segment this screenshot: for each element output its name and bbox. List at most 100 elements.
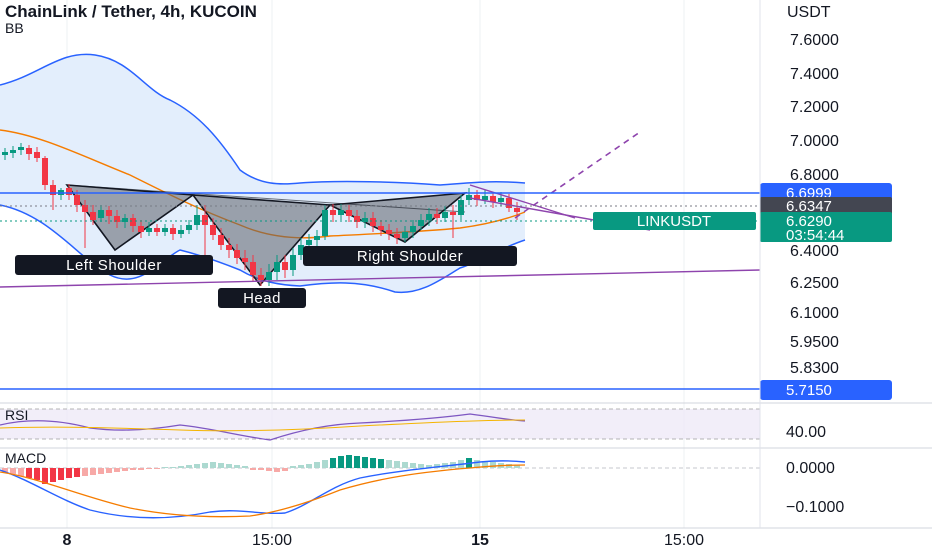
- price-tick: 6.2500: [790, 275, 839, 292]
- candle-body: [450, 212, 456, 215]
- support-price-tag: 5.7150: [760, 380, 892, 400]
- price-tick: 6.4000: [790, 243, 839, 260]
- candle-body: [378, 226, 384, 230]
- macd-histogram-bar: [122, 468, 128, 471]
- symbol-tag: LINKUSDT: [593, 212, 756, 230]
- macd-histogram-bar: [290, 466, 296, 468]
- candle-body: [26, 148, 32, 154]
- candle-body: [506, 198, 512, 208]
- macd-histogram-bar: [2, 468, 8, 472]
- candle-body: [2, 152, 8, 155]
- candle-body: [130, 218, 136, 226]
- macd-histogram-bar: [178, 466, 184, 468]
- macd-histogram-bar: [298, 465, 304, 468]
- macd-histogram-bar: [74, 468, 80, 477]
- price-axis[interactable]: 7.6000 7.4000 7.2000 7.0000 6.8000 6.400…: [790, 32, 839, 377]
- candle-body: [386, 230, 392, 234]
- svg-text:6.6347: 6.6347: [786, 198, 832, 215]
- macd-histogram-bar: [474, 460, 480, 468]
- head-label: Head: [218, 288, 306, 308]
- macd-line: [0, 460, 526, 519]
- candle-body: [250, 262, 256, 275]
- candle-body: [402, 232, 408, 238]
- macd-histogram-bar: [394, 461, 400, 468]
- rsi-pane[interactable]: RSI 40.00: [0, 402, 932, 441]
- macd-histogram-bar: [346, 455, 352, 468]
- candle-body: [314, 236, 320, 240]
- time-tick: 15:00: [252, 532, 292, 549]
- candle-body: [354, 216, 360, 222]
- price-tick: 6.8000: [790, 167, 839, 184]
- candle-body: [218, 235, 224, 245]
- time-axis[interactable]: 8 15:00 15 15:00: [0, 527, 932, 549]
- candle-body: [186, 225, 192, 230]
- candle-body: [410, 226, 416, 232]
- bid-price-tag: 6.6347: [760, 197, 892, 216]
- macd-histogram-bar: [402, 462, 408, 468]
- rsi-label: RSI: [5, 407, 28, 423]
- candle-body: [298, 245, 304, 255]
- rsi-axis-tick: 40.00: [786, 424, 826, 441]
- candle-body: [202, 215, 208, 225]
- time-tick: 8: [63, 532, 72, 549]
- macd-histogram: [2, 455, 520, 484]
- candle-body: [90, 212, 96, 220]
- candle-body: [98, 210, 104, 218]
- candle-body: [138, 226, 144, 232]
- candle-body: [290, 255, 296, 270]
- candle-body: [514, 208, 520, 212]
- candle-body: [466, 195, 472, 200]
- candle-body: [258, 275, 264, 280]
- candle-body: [306, 240, 312, 245]
- price-tick: 6.1000: [790, 305, 839, 322]
- candle-body: [154, 228, 160, 232]
- macd-label: MACD: [5, 450, 46, 466]
- macd-histogram-bar: [82, 468, 88, 476]
- macd-histogram-bar: [386, 460, 392, 468]
- macd-histogram-bar: [90, 468, 96, 475]
- macd-histogram-bar: [138, 468, 144, 470]
- candle-body: [82, 205, 88, 212]
- candle-body: [146, 228, 152, 232]
- svg-text:Left Shoulder: Left Shoulder: [66, 257, 162, 274]
- candle-body: [362, 218, 368, 222]
- macd-histogram-bar: [210, 462, 216, 468]
- candle-body: [210, 225, 216, 235]
- macd-axis-tick: −0.1000: [786, 499, 844, 516]
- time-tick: 15: [471, 532, 489, 549]
- candle-body: [242, 258, 248, 262]
- candle-body: [42, 158, 48, 185]
- price-tick: 7.0000: [790, 133, 839, 150]
- left-shoulder-label: Left Shoulder: [15, 255, 213, 275]
- candle-body: [226, 245, 232, 250]
- macd-histogram-bar: [26, 468, 32, 478]
- candle-body: [434, 214, 440, 218]
- right-shoulder-label: Right Shoulder: [303, 246, 517, 266]
- candle-body: [498, 198, 504, 202]
- candle-body: [474, 195, 480, 200]
- candle-body: [482, 196, 488, 200]
- last-price-tag: 6.6290 03:54:44: [760, 212, 892, 244]
- svg-text:6.6290: 6.6290: [786, 213, 832, 230]
- candle-body: [162, 228, 168, 232]
- macd-histogram-bar: [306, 464, 312, 468]
- macd-histogram-bar: [10, 468, 16, 474]
- candle-body: [122, 218, 128, 222]
- chart-title: ChainLink / Tether, 4h, KUCOIN: [5, 2, 257, 21]
- macd-signal-line: [0, 464, 526, 518]
- macd-pane[interactable]: MACD 0.0000 −0.1000: [0, 447, 932, 519]
- candle-body: [330, 210, 336, 215]
- macd-histogram-bar: [314, 462, 320, 468]
- macd-histogram-bar: [338, 456, 344, 468]
- candle-body: [74, 195, 80, 205]
- svg-text:03:54:44: 03:54:44: [786, 227, 844, 244]
- macd-histogram-bar: [42, 468, 48, 484]
- macd-histogram-bar: [426, 465, 432, 468]
- macd-histogram-bar: [242, 466, 248, 468]
- macd-histogram-bar: [418, 464, 424, 468]
- candle-body: [34, 152, 40, 158]
- macd-histogram-bar: [258, 468, 264, 470]
- price-tick: 7.2000: [790, 99, 839, 116]
- candle-body: [394, 234, 400, 238]
